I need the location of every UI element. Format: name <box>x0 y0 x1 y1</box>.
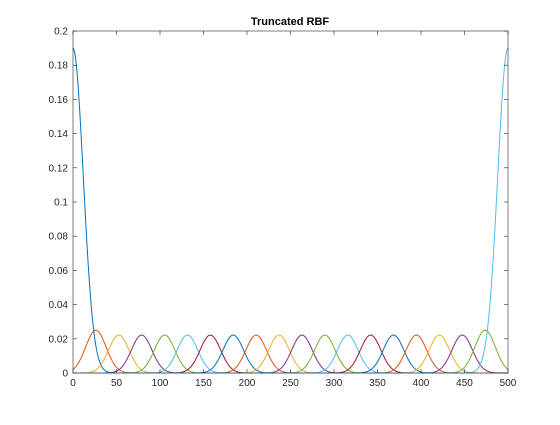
y-tick-label: 0 <box>62 369 68 380</box>
x-tick-label: 300 <box>326 378 343 389</box>
y-tick-label: 0.06 <box>49 266 69 277</box>
y-tick-label: 0.08 <box>49 232 69 243</box>
y-axis-ticks: 0 0.02 0.04 0.06 0.08 0.1 0.12 0.14 0.16 0.18 0.2 <box>49 27 508 380</box>
axes-box <box>72 30 509 374</box>
x-tick-label: 50 <box>111 378 123 389</box>
x-tick-label: 0 <box>70 378 76 389</box>
y-tick-label: 0.1 <box>54 198 68 209</box>
y-tick-label: 0.02 <box>49 334 69 345</box>
x-axis-ticks: 0 50 100 150 200 250 300 350 400 450 500 <box>70 31 517 389</box>
x-tick-label: 350 <box>369 378 386 389</box>
y-tick-label: 0.18 <box>49 61 69 72</box>
y-tick-label: 0.2 <box>54 27 68 38</box>
x-tick-label: 400 <box>413 378 430 389</box>
x-tick-label: 250 <box>282 378 299 389</box>
chart-title: Truncated RBF <box>251 16 330 28</box>
y-tick-label: 0.16 <box>49 95 69 106</box>
y-tick-label: 0.12 <box>49 163 69 174</box>
y-tick-label: 0.04 <box>49 300 69 311</box>
x-tick-label: 100 <box>152 378 169 389</box>
y-tick-label: 0.14 <box>49 129 69 140</box>
x-tick-label: 150 <box>195 378 212 389</box>
x-tick-label: 450 <box>456 378 473 389</box>
x-tick-label: 500 <box>500 378 517 389</box>
axes-background <box>73 31 508 373</box>
x-tick-label: 200 <box>239 378 256 389</box>
